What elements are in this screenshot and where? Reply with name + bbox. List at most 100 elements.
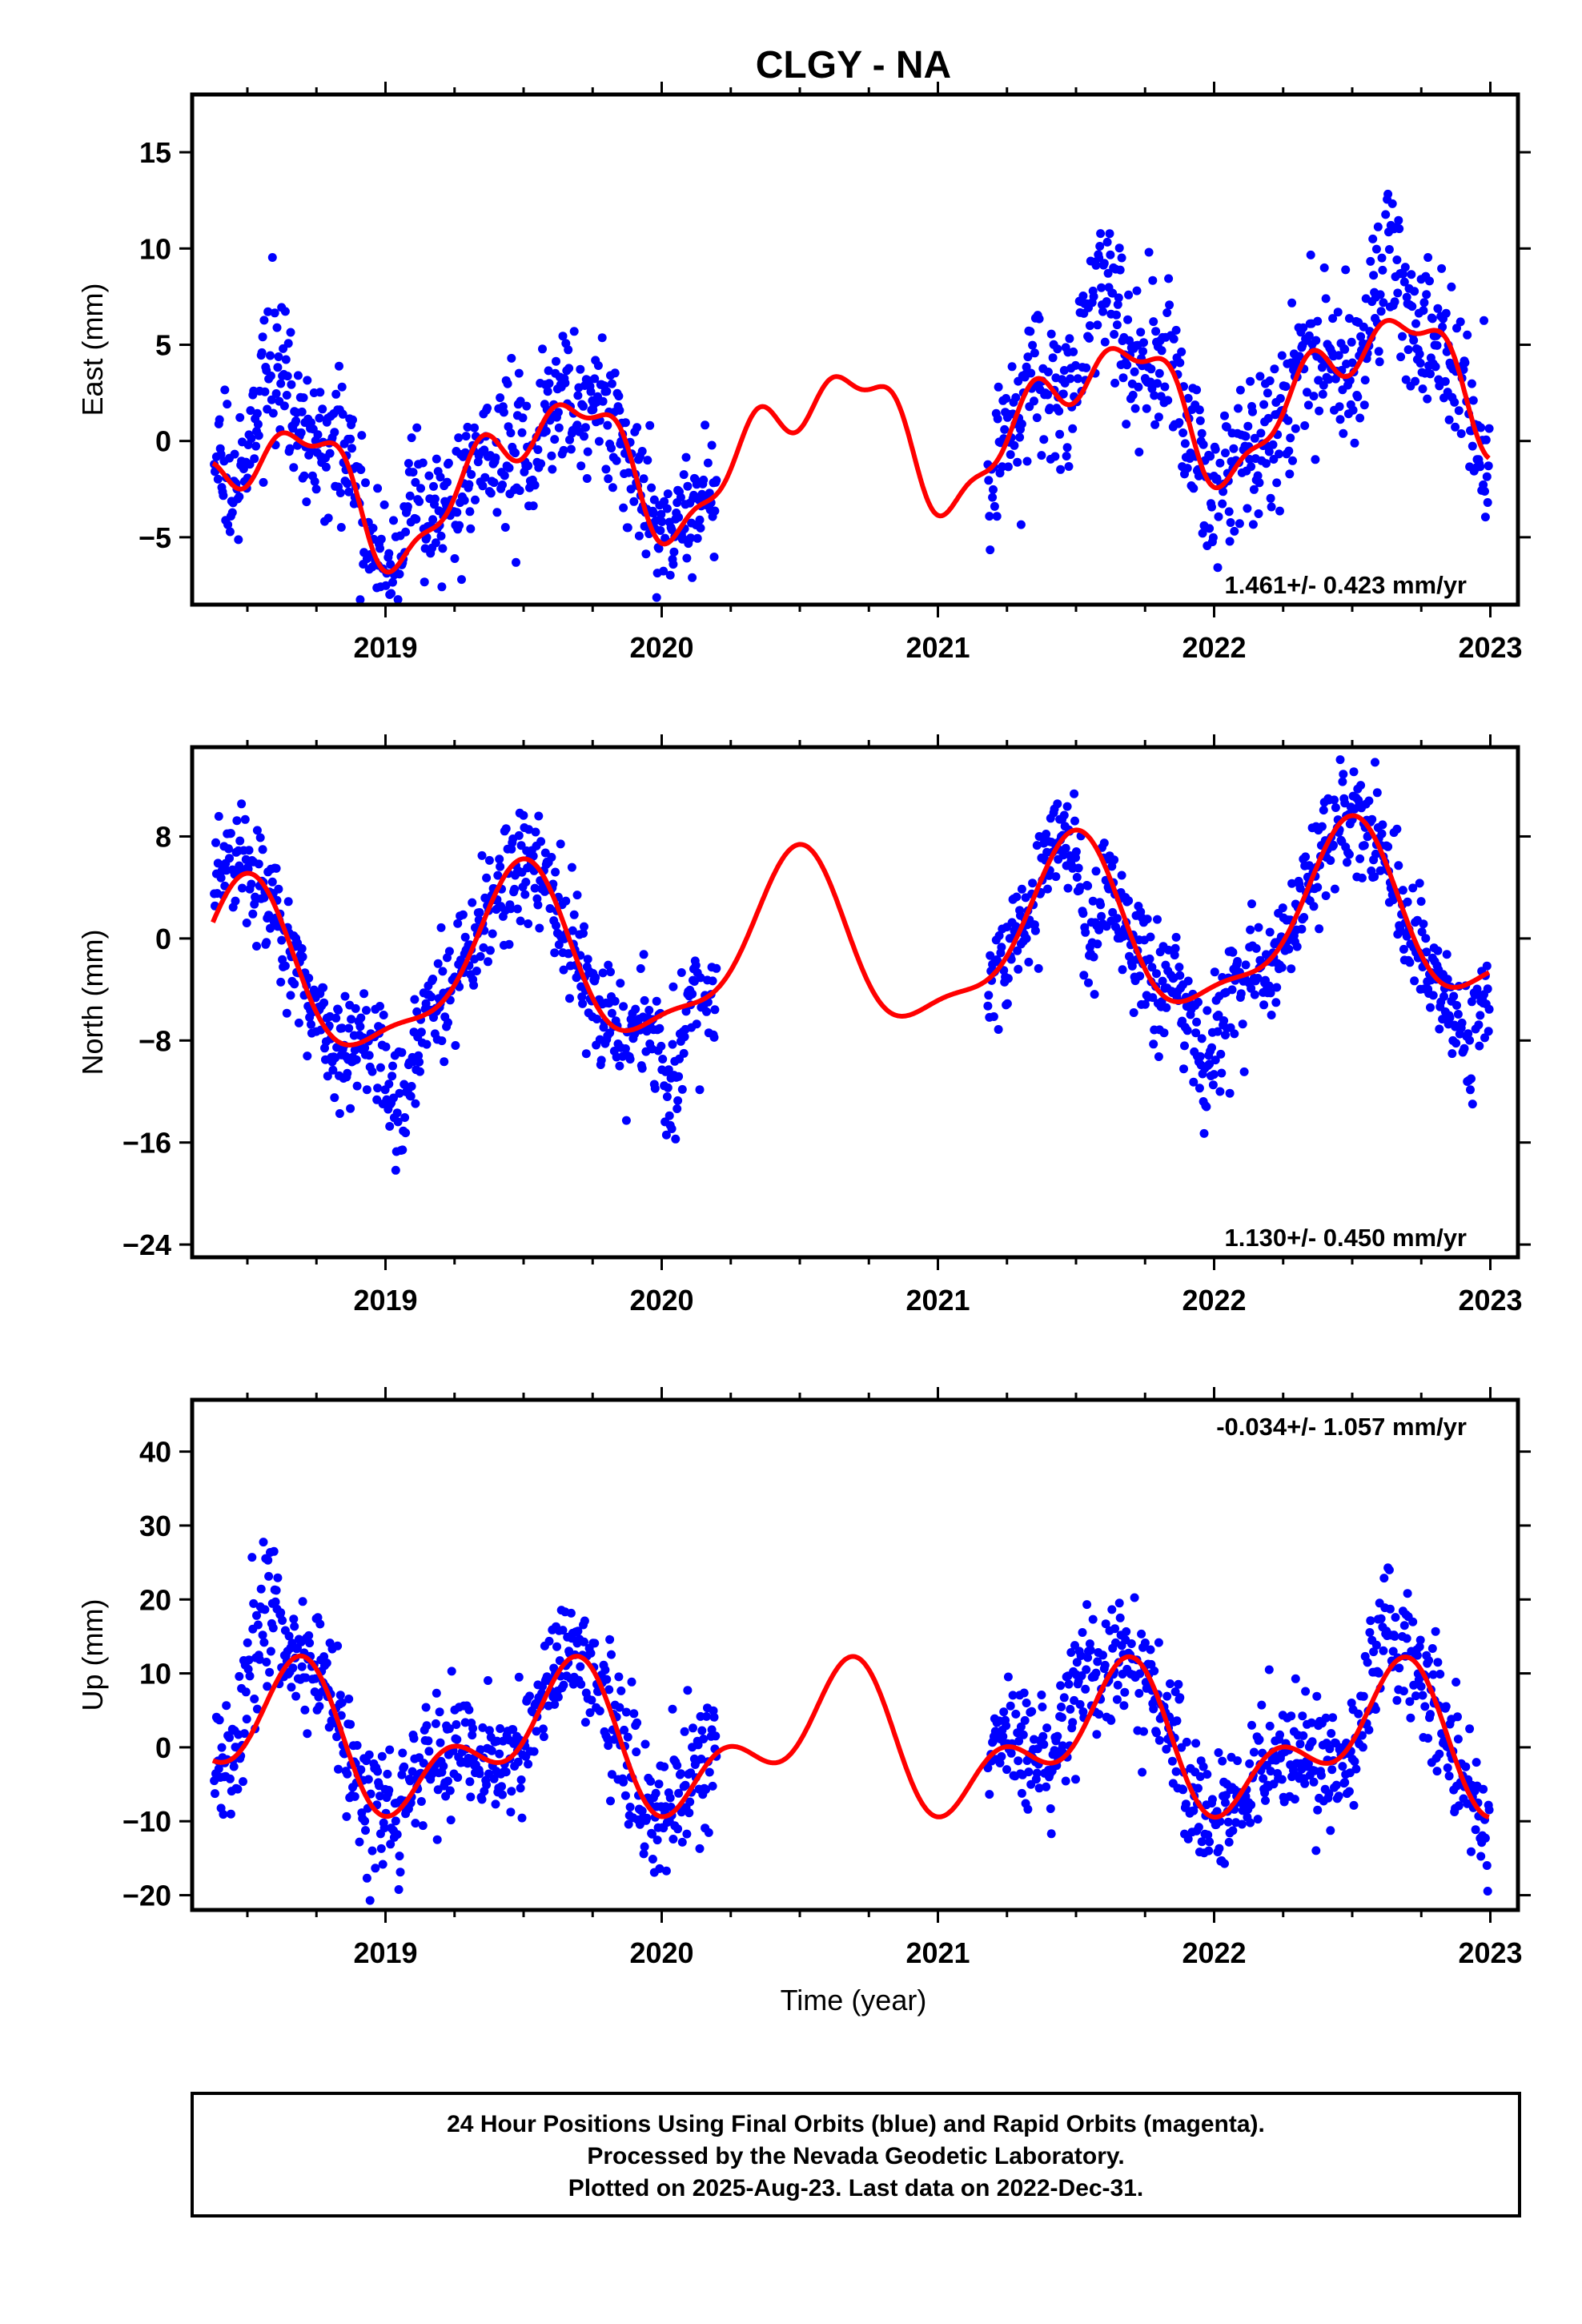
data-point xyxy=(1328,314,1338,324)
data-point xyxy=(351,1003,360,1013)
data-point xyxy=(1369,271,1379,280)
data-point xyxy=(311,485,321,494)
data-point xyxy=(1467,1074,1476,1084)
data-point xyxy=(1289,1766,1298,1775)
data-point xyxy=(373,1767,383,1776)
data-point xyxy=(268,1623,278,1633)
data-point xyxy=(1467,379,1476,388)
data-point xyxy=(1042,1723,1052,1733)
data-point xyxy=(1385,1604,1395,1614)
data-point xyxy=(1291,424,1300,433)
data-point xyxy=(1227,985,1237,995)
data-point xyxy=(564,345,573,355)
data-point xyxy=(1401,375,1411,384)
data-point xyxy=(710,506,720,516)
data-point xyxy=(452,1735,462,1744)
data-point xyxy=(682,1829,692,1839)
data-point xyxy=(1171,325,1181,335)
data-point xyxy=(1225,1088,1235,1098)
data-point xyxy=(581,1049,591,1059)
data-point xyxy=(608,483,617,493)
data-point xyxy=(615,1703,624,1712)
data-point xyxy=(1304,861,1314,870)
data-point xyxy=(1445,1013,1455,1023)
data-point xyxy=(373,484,383,493)
data-point xyxy=(1263,388,1272,398)
data-point xyxy=(1124,896,1134,906)
data-point xyxy=(337,1023,347,1033)
data-point xyxy=(695,1844,705,1853)
data-point xyxy=(1164,274,1174,283)
data-point xyxy=(479,943,488,952)
data-point xyxy=(217,1743,227,1752)
data-point xyxy=(1032,1768,1042,1778)
data-point xyxy=(705,1767,714,1777)
data-point xyxy=(1233,957,1243,966)
data-point xyxy=(464,1705,474,1715)
data-point xyxy=(443,477,452,487)
data-point xyxy=(624,468,633,477)
y-tick-label: −8 xyxy=(139,1024,171,1057)
data-point xyxy=(1451,422,1460,432)
data-point xyxy=(1090,990,1099,999)
data-point xyxy=(1427,1644,1437,1653)
data-point xyxy=(619,503,628,513)
data-point xyxy=(495,1749,504,1759)
data-point xyxy=(280,961,290,971)
data-point xyxy=(683,1686,693,1695)
data-point xyxy=(258,1630,267,1640)
data-point xyxy=(1183,393,1193,403)
data-point xyxy=(1062,802,1072,811)
data-point xyxy=(330,1093,339,1103)
data-point xyxy=(1150,420,1160,429)
data-point xyxy=(1398,332,1407,341)
data-point xyxy=(985,512,994,521)
data-point xyxy=(484,1676,492,1685)
data-point xyxy=(621,1116,631,1125)
data-point xyxy=(580,423,590,432)
data-point xyxy=(1259,1774,1268,1783)
data-point xyxy=(662,1092,672,1101)
data-point xyxy=(590,374,600,384)
data-point xyxy=(1465,1724,1475,1734)
data-point xyxy=(293,371,303,380)
data-point xyxy=(347,444,356,453)
data-point xyxy=(1396,352,1406,362)
data-point xyxy=(1234,404,1243,413)
data-point xyxy=(660,1762,669,1771)
data-point xyxy=(1399,277,1409,287)
data-point xyxy=(1265,376,1275,385)
data-point xyxy=(1476,1852,1486,1861)
footer-line-3: Plotted on 2025-Aug-23. Last data on 202… xyxy=(568,2175,1144,2201)
data-point xyxy=(1353,392,1363,402)
data-point xyxy=(274,352,283,361)
east-rate-label: 1.461+/- 0.423 mm/yr xyxy=(1225,571,1467,599)
data-point xyxy=(1480,1833,1490,1843)
data-point xyxy=(1085,333,1094,343)
data-point xyxy=(1148,993,1158,1003)
data-point xyxy=(1347,1699,1356,1707)
data-point xyxy=(1130,367,1139,376)
data-point xyxy=(1363,1658,1372,1667)
data-point xyxy=(406,1092,416,1101)
data-point xyxy=(290,1622,299,1631)
data-point xyxy=(994,931,1004,940)
y-tick-label: 15 xyxy=(139,136,171,169)
data-point xyxy=(273,363,283,372)
data-point xyxy=(539,1732,548,1742)
data-point xyxy=(285,444,295,453)
data-point xyxy=(1379,298,1388,308)
data-point xyxy=(1433,946,1443,955)
data-point xyxy=(639,474,648,484)
data-point xyxy=(1224,507,1234,517)
data-point xyxy=(1277,351,1287,360)
data-point xyxy=(707,440,717,450)
data-point xyxy=(356,465,366,474)
data-point xyxy=(1246,1818,1255,1827)
data-point xyxy=(648,509,658,518)
data-point xyxy=(260,1605,270,1614)
data-point xyxy=(1112,914,1122,923)
data-point xyxy=(637,447,647,456)
data-point xyxy=(1287,879,1297,888)
data-point xyxy=(431,538,440,548)
